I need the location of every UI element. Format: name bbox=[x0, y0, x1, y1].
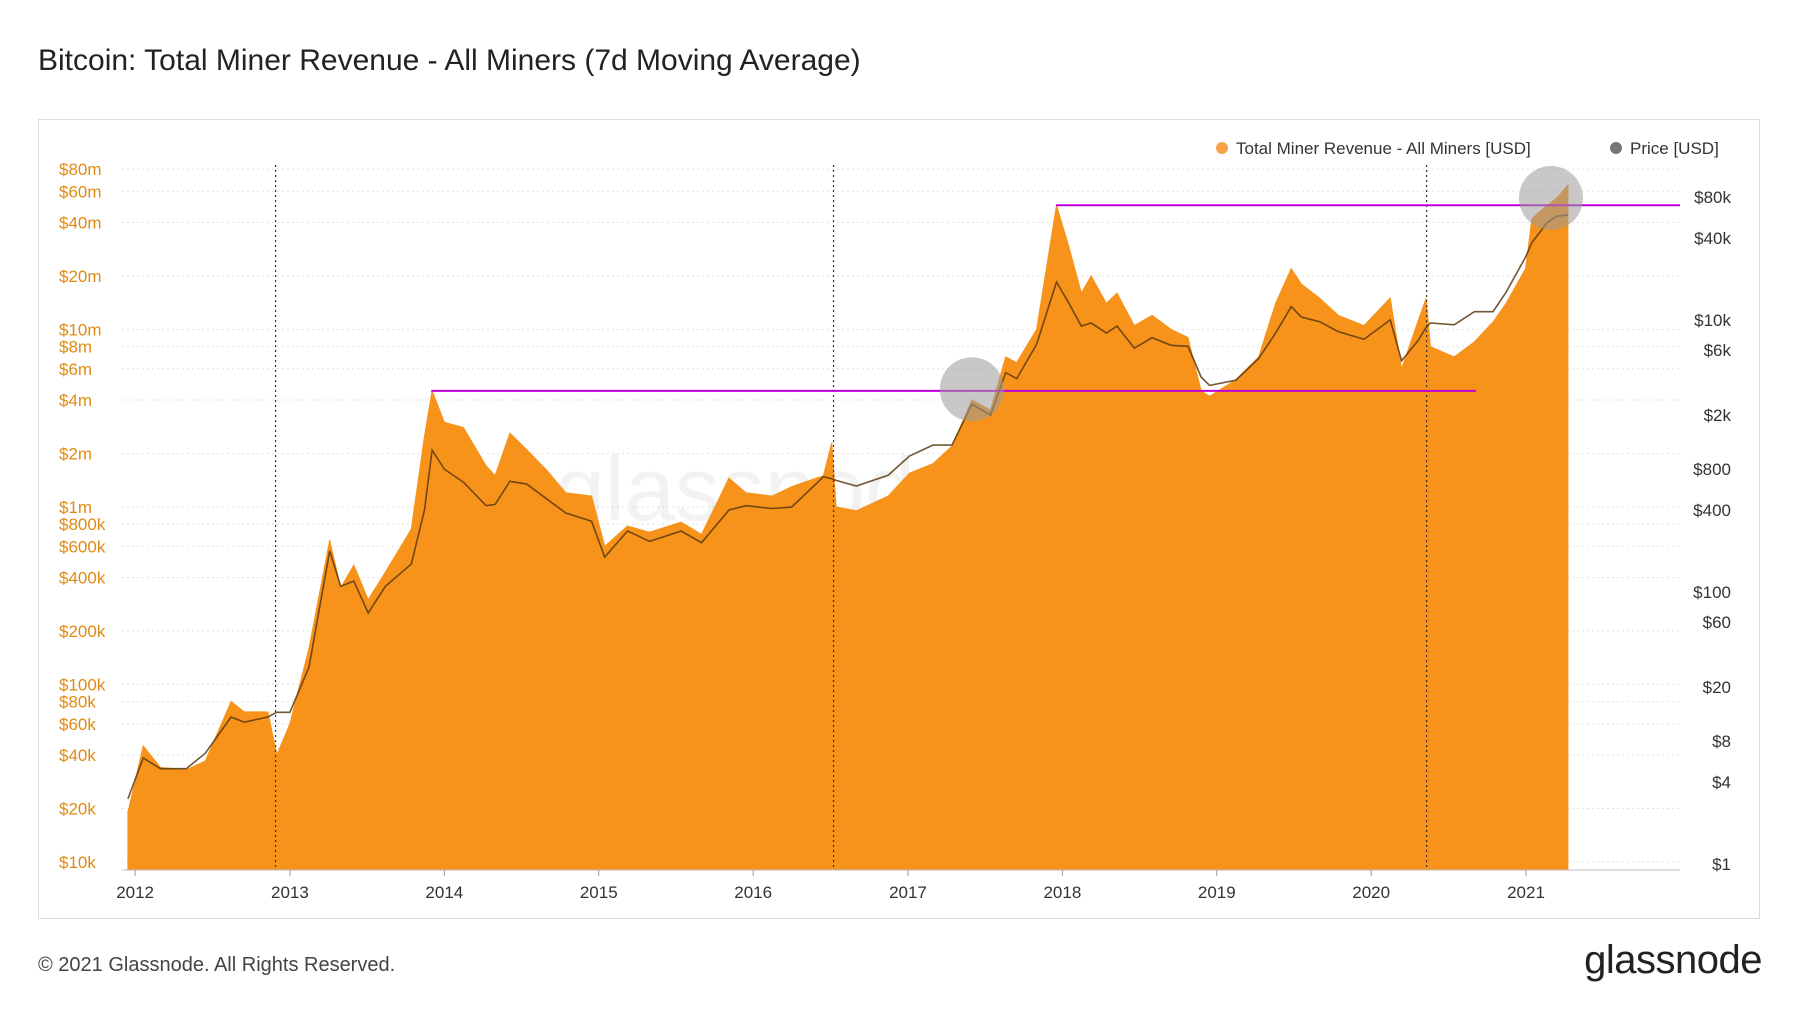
right-axis-tick-label: $40k bbox=[1694, 229, 1731, 248]
x-axis-tick-label: 2016 bbox=[734, 883, 772, 902]
right-axis-tick-label: $1 bbox=[1712, 855, 1731, 874]
highlight-circle bbox=[939, 357, 1004, 422]
x-axis-tick-label: 2021 bbox=[1507, 883, 1545, 902]
legend-marker-icon bbox=[1610, 142, 1622, 154]
left-axis-tick-label: $200k bbox=[59, 622, 106, 641]
chart-title: Bitcoin: Total Miner Revenue - All Miner… bbox=[38, 44, 861, 77]
left-axis-tick-label: $4m bbox=[59, 391, 92, 410]
right-axis-tick-label: $4 bbox=[1712, 773, 1731, 792]
left-axis-tick-label: $600k bbox=[59, 537, 106, 556]
left-axis-tick-label: $60m bbox=[59, 182, 102, 201]
left-axis-tick-label: $10m bbox=[59, 320, 102, 339]
series-layer bbox=[127, 183, 1569, 871]
legend-layer: Total Miner Revenue - All Miners [USD] Pr… bbox=[1216, 139, 1719, 158]
right-axis-tick-label: $400 bbox=[1693, 501, 1731, 520]
right-axis-tick-label: $100 bbox=[1693, 583, 1731, 602]
left-axis-tick-label: $2m bbox=[59, 444, 92, 463]
brand-logo[interactable]: glassnode bbox=[1584, 938, 1762, 982]
price-line bbox=[127, 214, 1568, 800]
left-axis-tick-label: $10k bbox=[59, 853, 96, 872]
right-axis-tick-label: $6k bbox=[1704, 341, 1732, 360]
left-axis-tick-label: $400k bbox=[59, 569, 106, 588]
left-axis-tick-label: $1m bbox=[59, 498, 92, 517]
chart-panel bbox=[38, 119, 1760, 919]
annotation-layer bbox=[274, 165, 1680, 870]
left-axis-tick-label: $800k bbox=[59, 515, 106, 534]
x-axis-tick-label: 2017 bbox=[889, 883, 927, 902]
legend-item[interactable]: Total Miner Revenue - All Miners [USD] bbox=[1216, 139, 1531, 158]
x-axis-tick-label: 2018 bbox=[1043, 883, 1081, 902]
legend-marker-icon bbox=[1216, 142, 1228, 154]
x-axis-tick-label: 2020 bbox=[1352, 883, 1390, 902]
left-axis-tick-label: $20k bbox=[59, 799, 96, 818]
right-axis-tick-label: $80k bbox=[1694, 188, 1731, 207]
legend-label: Price [USD] bbox=[1630, 139, 1719, 158]
copyright-footer: © 2021 Glassnode. All Rights Reserved. bbox=[38, 954, 396, 976]
right-axis-tick-label: $20 bbox=[1703, 678, 1731, 697]
right-axis-tick-label: $8 bbox=[1712, 732, 1731, 751]
legend-item[interactable]: Price [USD] bbox=[1610, 139, 1719, 158]
axis-layer: $80m $60m $40m $20m $10m$8m $6m $4m $2m $1m$800k… bbox=[59, 160, 1731, 902]
right-axis-tick-label: $60 bbox=[1703, 613, 1731, 632]
left-axis-tick-label: $60k bbox=[59, 715, 96, 734]
right-axis-tick-label: $800 bbox=[1693, 460, 1731, 479]
left-axis-tick-label: $20m bbox=[59, 267, 102, 286]
right-axis-tick-label: $10k bbox=[1694, 311, 1731, 330]
revenue-area bbox=[127, 183, 1569, 871]
left-axis-tick-label: $40k bbox=[59, 746, 96, 765]
x-axis-tick-label: 2015 bbox=[580, 883, 618, 902]
legend-label: Total Miner Revenue - All Miners [USD] bbox=[1236, 139, 1531, 158]
x-axis-tick-label: 2013 bbox=[271, 883, 309, 902]
x-axis-tick-label: 2019 bbox=[1198, 883, 1236, 902]
left-axis-tick-label: $40m bbox=[59, 214, 102, 233]
x-axis-tick-label: 2012 bbox=[116, 883, 154, 902]
x-axis-tick-label: 2014 bbox=[425, 883, 463, 902]
left-axis-tick-label: $80k bbox=[59, 693, 96, 712]
left-axis-tick-label: $100k bbox=[59, 675, 106, 694]
right-axis-tick-label: $2k bbox=[1704, 406, 1732, 425]
left-axis-tick-label: $8m bbox=[59, 338, 92, 357]
highlight-circle bbox=[1518, 165, 1583, 230]
left-axis-tick-label: $6m bbox=[59, 360, 92, 379]
left-axis-tick-label: $80m bbox=[59, 160, 102, 179]
